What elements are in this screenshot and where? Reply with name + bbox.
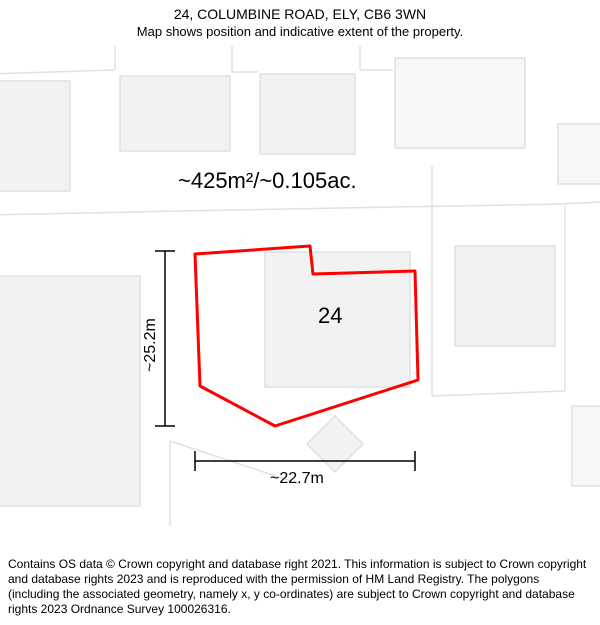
- map-subtitle: Map shows position and indicative extent…: [0, 24, 600, 39]
- map-area: ~425m²/~0.105ac. 24 ~25.2m ~22.7m: [0, 46, 600, 526]
- dimension-height-label: ~25.2m: [142, 318, 160, 372]
- address-title: 24, COLUMBINE ROAD, ELY, CB6 3WN: [0, 6, 600, 22]
- dimension-width-label: ~22.7m: [270, 470, 324, 488]
- map-svg: [0, 46, 600, 526]
- area-label: ~425m²/~0.105ac.: [178, 168, 357, 194]
- house-number-label: 24: [318, 303, 342, 329]
- copyright-footer: Contains OS data © Crown copyright and d…: [8, 557, 592, 617]
- page-container: 24, COLUMBINE ROAD, ELY, CB6 3WN Map sho…: [0, 0, 600, 625]
- header: 24, COLUMBINE ROAD, ELY, CB6 3WN Map sho…: [0, 6, 600, 39]
